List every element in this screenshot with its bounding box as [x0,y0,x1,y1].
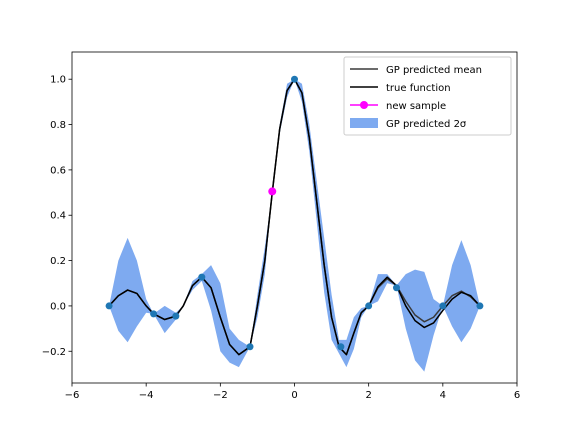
observed-point [291,75,298,83]
observed-point [246,343,254,351]
observed-point [365,302,373,310]
y-tick-label: 0.2 [50,256,66,267]
y-tick-label: −0.2 [42,347,66,358]
y-tick-label: 0.4 [50,211,66,222]
legend-sample-swatch-marker [360,101,368,109]
y-tick-label: 1.0 [50,75,66,86]
x-tick-label: −6 [65,390,80,401]
legend-sample-label: new sample [386,101,446,112]
observed-point [150,310,158,318]
x-tick-label: 0 [291,390,297,401]
y-tick-label: 0.8 [50,120,66,131]
y-tick-label: 0.6 [50,165,66,176]
legend-mean-label: GP predicted mean [386,65,482,76]
x-tick-label: 4 [440,390,446,401]
axes: −6 −4 −2 0 2 4 6 −0.2 0.0 0.2 0.4 0.6 0.8 1.0 [42,51,520,401]
observed-point [476,302,484,310]
y-tick-label: 0.0 [50,301,66,312]
observed-point [198,273,206,281]
legend-band-swatch [350,118,378,128]
observed-point [337,343,345,351]
legend: GP predicted mean true function new samp… [343,56,512,136]
legend-frame [343,56,512,136]
new-sample-point [268,187,277,196]
legend-band-label: GP predicted 2σ [386,119,467,130]
plot-area [105,75,484,372]
legend-true-label: true function [386,83,451,94]
x-tick-label: −4 [139,390,154,401]
observed-point [105,302,113,310]
observed-point [172,312,180,320]
x-tick-label: −2 [213,390,228,401]
observed-point [392,284,400,292]
x-tick-label: 6 [514,390,520,401]
observed-point [439,302,447,310]
x-tick-label: 2 [365,390,371,401]
